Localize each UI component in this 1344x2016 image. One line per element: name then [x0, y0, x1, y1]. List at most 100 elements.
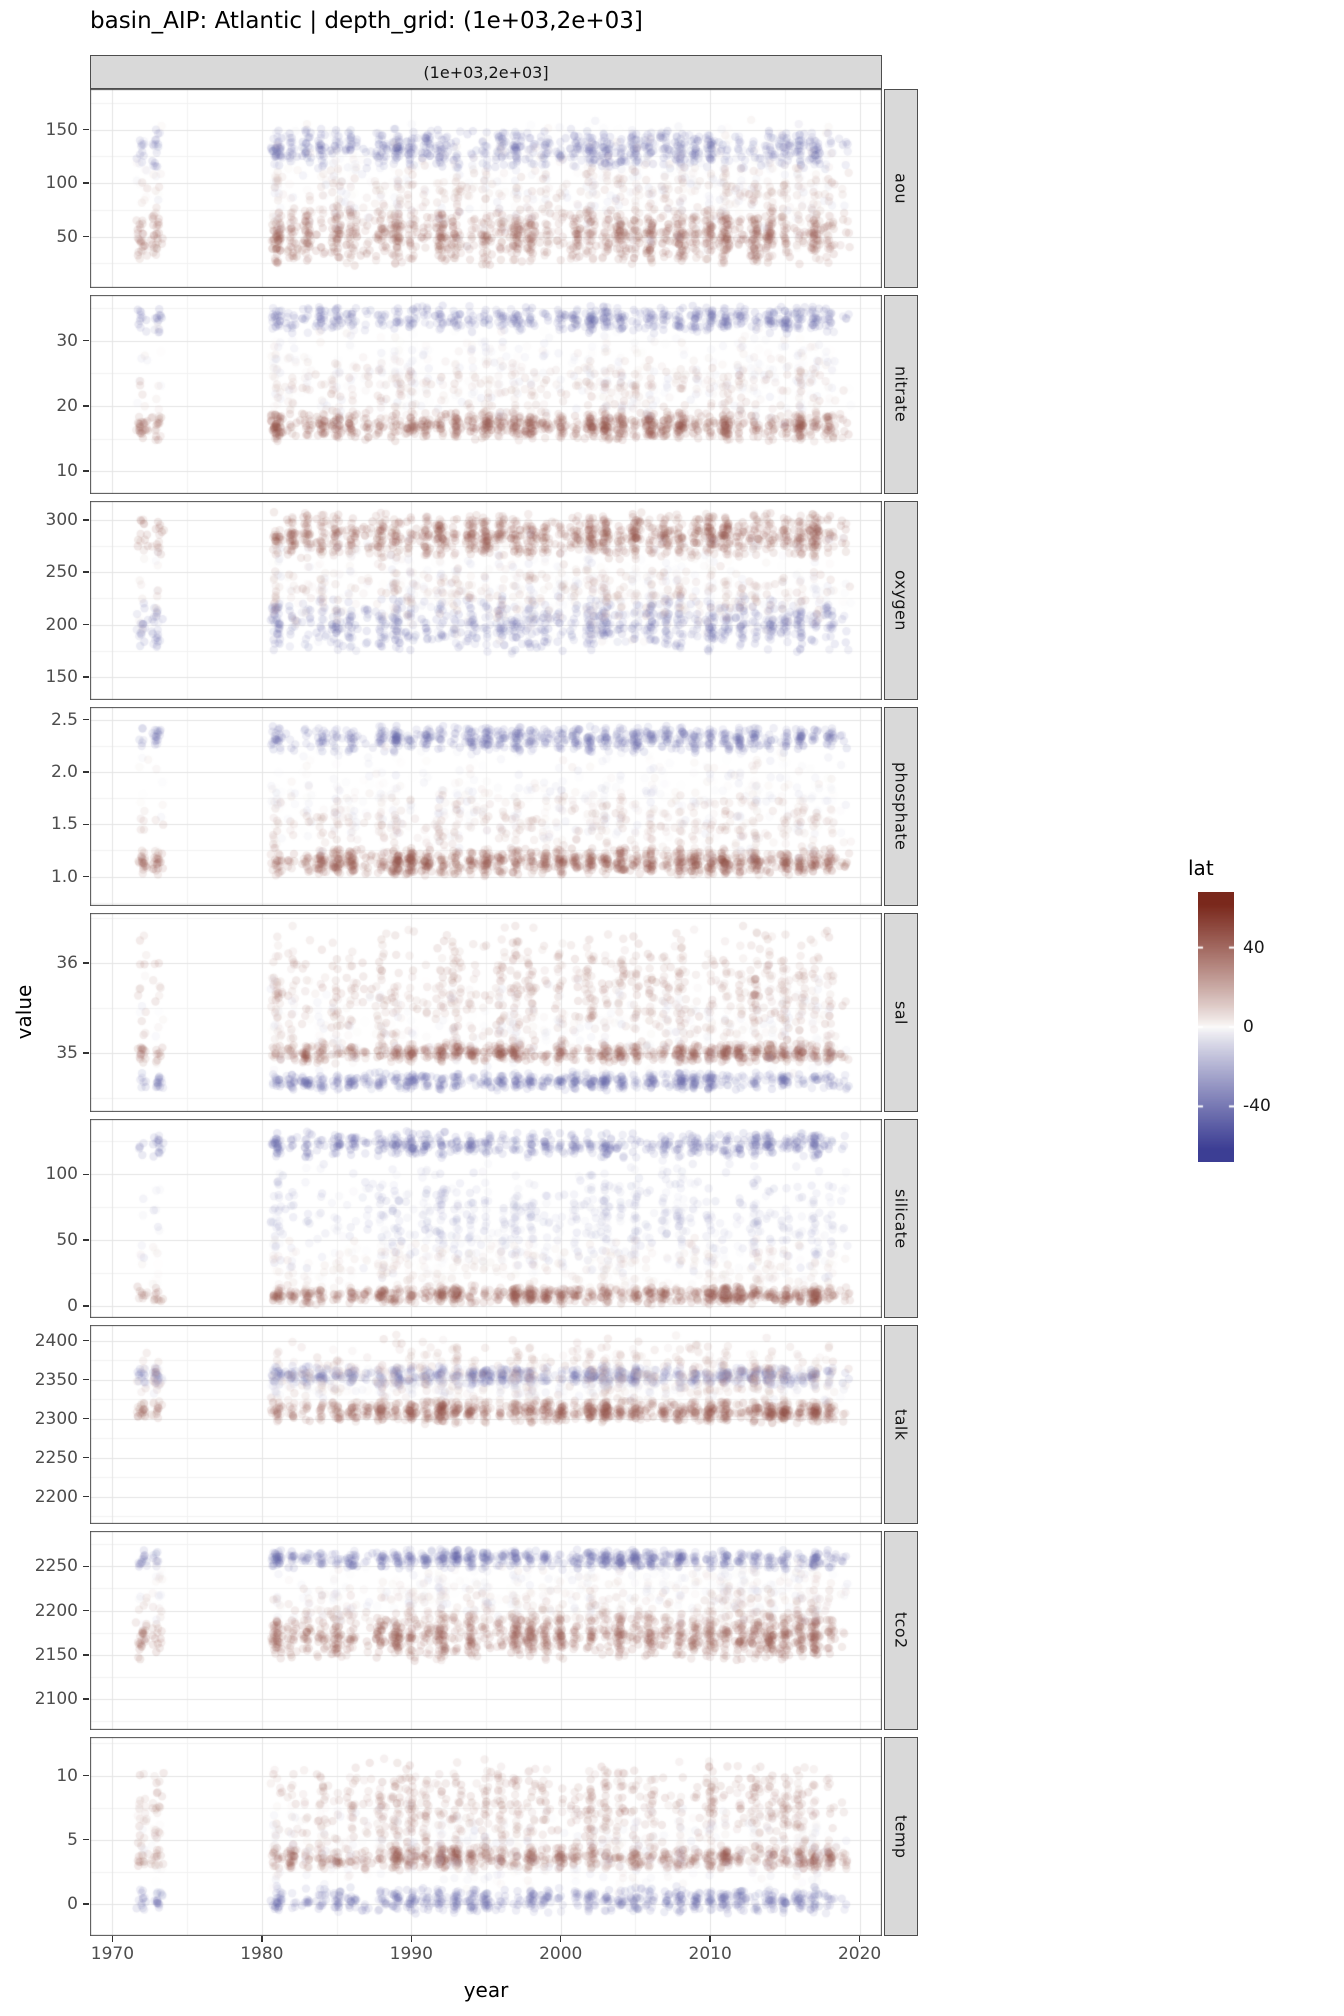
x-tick-mark — [261, 1936, 263, 1942]
facet-strip-label-aou: aou — [891, 173, 911, 204]
y-tick-label: 2.5 — [50, 709, 78, 730]
x-axis-title: year — [463, 1978, 509, 2002]
y-tick-label: 2350 — [34, 1369, 78, 1390]
figure-title: basin_AIP: Atlantic | depth_grid: (1e+03… — [90, 8, 643, 34]
facet-strip-temp: temp — [884, 1737, 918, 1936]
y-tick-mark — [83, 718, 89, 721]
y-tick-label: 0 — [67, 1296, 78, 1317]
y-tick-label: 200 — [45, 614, 78, 635]
facet-strip-label-phosphate: phosphate — [891, 762, 911, 851]
x-tick-mark — [559, 1936, 562, 1942]
facet-panel-phosphate — [90, 707, 882, 906]
y-tick-label: 50 — [56, 1230, 78, 1251]
x-tick-mark — [858, 1936, 861, 1942]
y-tick-mark — [83, 875, 89, 878]
y-tick-mark — [83, 676, 89, 678]
y-tick-mark — [83, 405, 89, 407]
y-tick-mark — [83, 962, 89, 964]
y-tick-mark — [83, 1774, 89, 1777]
y-tick-mark — [83, 1052, 89, 1054]
y-tick-label: 50 — [56, 226, 78, 247]
y-tick-label: 250 — [45, 562, 78, 583]
facet-panel-talk — [90, 1325, 882, 1524]
y-tick-label: 5 — [67, 1829, 78, 1850]
x-tick-label: 2020 — [837, 1944, 882, 1964]
facet-strip-label-silicate: silicate — [891, 1188, 911, 1249]
y-tick-label: 2250 — [34, 1556, 78, 1577]
facet-strip-label-nitrate: nitrate — [891, 366, 911, 423]
x-tick-label: 1980 — [240, 1944, 284, 1964]
facet-panel-sal — [90, 913, 882, 1112]
y-tick-mark — [83, 1456, 89, 1459]
facet-strip-talk: talk — [884, 1325, 918, 1524]
facet-panel-tco2 — [90, 1531, 882, 1730]
y-tick-mark — [83, 771, 89, 773]
y-tick-mark — [83, 1495, 89, 1498]
y-tick-label: 1.0 — [50, 866, 78, 887]
facet-strip-nitrate: nitrate — [884, 295, 918, 494]
y-tick-mark — [83, 1698, 89, 1700]
facet-strip-label-tco2: tco2 — [891, 1612, 911, 1649]
y-tick-label: 35 — [56, 1043, 78, 1064]
y-tick-label: 2.0 — [50, 761, 78, 782]
y-tick-mark — [83, 235, 89, 238]
facet-strip-silicate: silicate — [884, 1119, 918, 1318]
x-tick-label: 2000 — [539, 1944, 583, 1964]
y-tick-mark — [83, 1378, 89, 1381]
y-tick-label: 300 — [45, 509, 78, 530]
legend-tick-label: 40 — [1243, 937, 1265, 958]
x-tick-mark — [111, 1936, 114, 1942]
y-tick-mark — [83, 128, 89, 131]
facet-top-strip-label: (1e+03,2e+03] — [423, 62, 549, 82]
legend-title: lat — [1188, 856, 1214, 880]
y-tick-label: 2400 — [34, 1330, 78, 1351]
y-tick-mark — [83, 823, 89, 826]
y-tick-mark — [83, 470, 89, 472]
x-tick-mark — [709, 1936, 711, 1942]
facet-strip-label-oxygen: oxygen — [891, 570, 911, 631]
y-tick-mark — [83, 1239, 89, 1241]
y-tick-label: 1.5 — [50, 814, 78, 835]
y-tick-mark — [83, 1173, 89, 1176]
y-tick-label: 30 — [56, 330, 78, 351]
y-tick-label: 2100 — [34, 1689, 78, 1710]
y-tick-mark — [83, 1838, 89, 1841]
y-tick-mark — [83, 571, 89, 573]
legend-tick-label: 0 — [1243, 1017, 1254, 1037]
facet-strip-label-sal: sal — [891, 1000, 911, 1025]
x-tick-label: 1990 — [389, 1944, 433, 1964]
y-tick-label: 36 — [56, 952, 78, 973]
facet-panel-aou — [90, 89, 882, 288]
y-tick-mark — [83, 1339, 89, 1342]
y-tick-mark — [83, 1654, 89, 1656]
x-tick-mark — [410, 1936, 413, 1942]
y-tick-mark — [83, 1609, 89, 1612]
y-tick-mark — [83, 1305, 89, 1307]
y-tick-label: 150 — [45, 119, 78, 140]
y-tick-mark — [83, 339, 89, 342]
y-tick-mark — [83, 519, 89, 521]
facet-panel-nitrate — [90, 295, 882, 494]
facet-top-strip: (1e+03,2e+03] — [90, 55, 882, 89]
facet-strip-sal: sal — [884, 913, 918, 1112]
facet-strip-aou: aou — [884, 89, 918, 288]
x-tick-label: 2010 — [688, 1944, 732, 1964]
facet-strip-phosphate: phosphate — [884, 707, 918, 906]
y-tick-mark — [83, 1417, 89, 1420]
facet-panel-oxygen — [90, 501, 882, 700]
y-axis-title: value — [12, 984, 36, 1040]
y-tick-label: 2200 — [34, 1600, 78, 1621]
y-tick-mark — [83, 1565, 89, 1568]
legend-gradient-bar — [1198, 892, 1234, 1162]
y-tick-label: 2250 — [34, 1447, 78, 1468]
y-tick-label: 150 — [45, 666, 78, 687]
y-tick-label: 0 — [67, 1893, 78, 1914]
y-tick-label: 10 — [56, 1765, 78, 1786]
y-tick-label: 100 — [45, 1164, 78, 1185]
facet-panel-temp — [90, 1737, 882, 1936]
facet-strip-label-talk: talk — [891, 1408, 911, 1441]
y-tick-mark — [83, 623, 89, 626]
facet-strip-tco2: tco2 — [884, 1531, 918, 1730]
facet-strip-oxygen: oxygen — [884, 501, 918, 700]
